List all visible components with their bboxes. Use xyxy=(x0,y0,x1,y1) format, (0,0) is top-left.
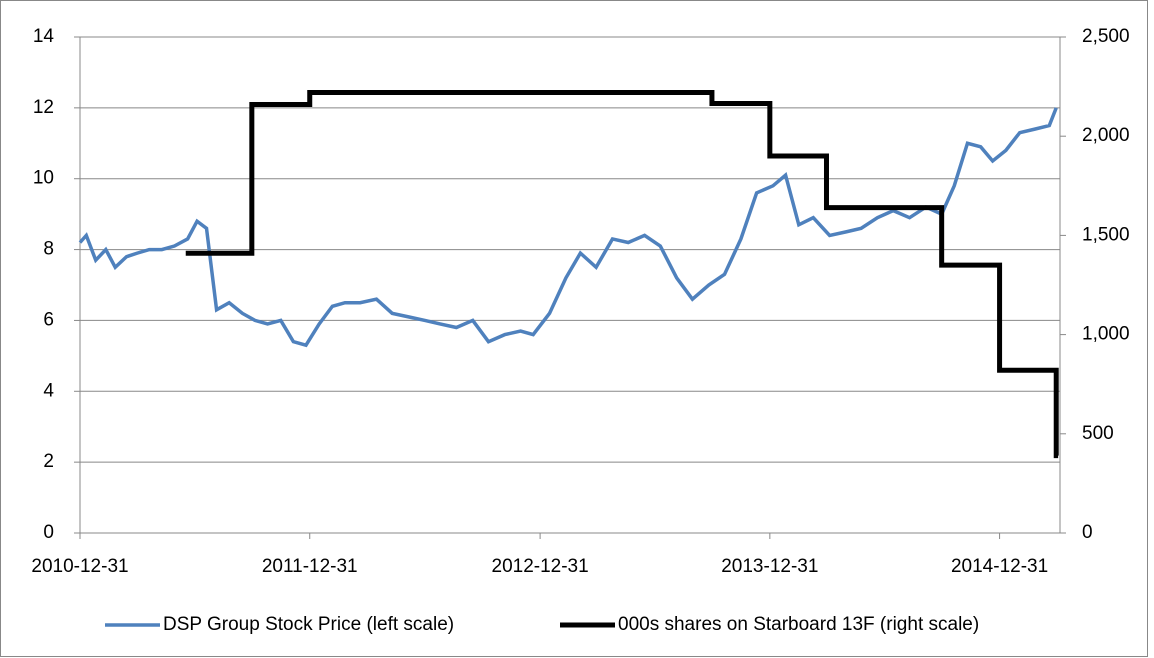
y2-tick-label: 2,000 xyxy=(1082,125,1130,146)
x-tick-label: 2014-12-31 xyxy=(951,556,1048,577)
y-tick-label: 10 xyxy=(33,168,54,189)
x-tick-label: 2012-12-31 xyxy=(492,556,589,577)
y-tick-label: 0 xyxy=(43,522,54,543)
y-tick-label: 14 xyxy=(33,26,55,47)
y2-tick-label: 1,500 xyxy=(1082,224,1130,245)
x-tick-label: 2013-12-31 xyxy=(721,556,818,577)
legend-label: 000s shares on Starboard 13F (right scal… xyxy=(618,614,979,635)
legend-label: DSP Group Stock Price (left scale) xyxy=(163,614,454,635)
x-tick-label: 2011-12-31 xyxy=(262,556,358,577)
series-line xyxy=(185,90,1059,459)
y-tick-label: 2 xyxy=(43,451,54,472)
y-tick-label: 4 xyxy=(43,380,54,401)
y2-tick-label: 0 xyxy=(1082,522,1093,543)
y-tick-label: 8 xyxy=(43,239,54,260)
y2-tick-label: 1,000 xyxy=(1082,324,1130,345)
y-tick-label: 6 xyxy=(43,309,54,330)
y2-tick-label: 500 xyxy=(1082,423,1114,444)
y2-tick-label: 2,500 xyxy=(1082,26,1130,47)
y-tick-label: 12 xyxy=(33,97,54,118)
x-tick-label: 2010-12-31 xyxy=(31,556,128,577)
series-line xyxy=(78,107,1058,348)
